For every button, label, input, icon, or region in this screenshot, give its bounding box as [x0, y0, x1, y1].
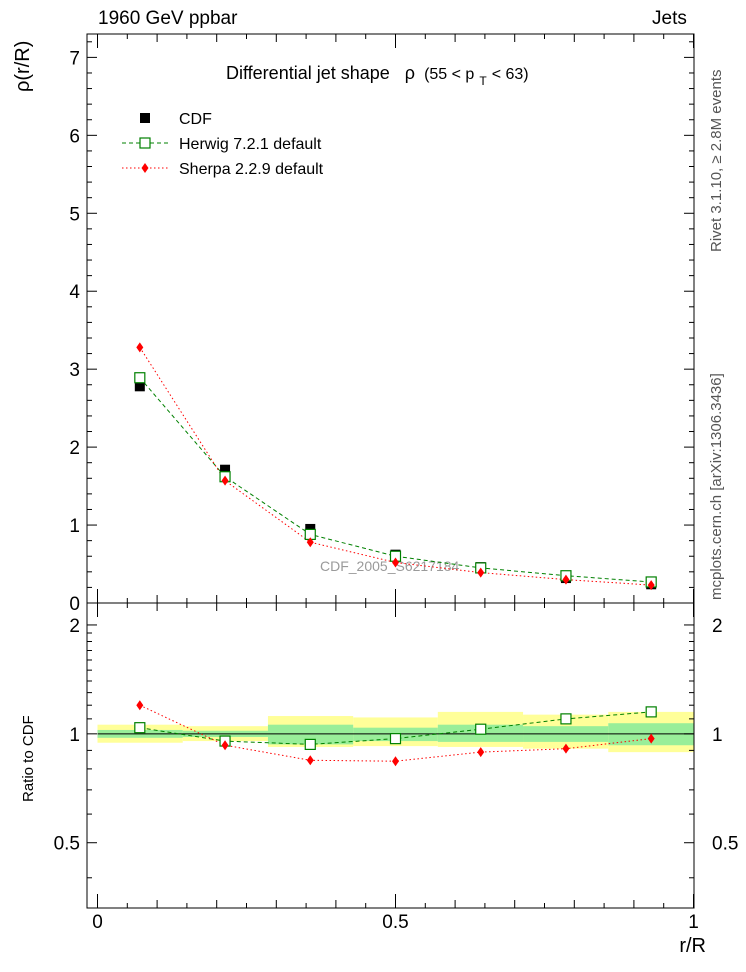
- legend-herwig-marker: [139, 137, 151, 149]
- ratio-y-tick-label-right: 0.5: [712, 834, 738, 855]
- main-y-tick-label: 2: [69, 438, 80, 459]
- ratio-plot-frame: [86, 602, 695, 909]
- main-y-tick-label: 4: [69, 282, 80, 303]
- herwig-ratio-point: [560, 713, 572, 725]
- cdf-point: [134, 381, 145, 392]
- chart-title-subscript: T: [479, 74, 487, 88]
- ratio-y-tick-label: 2: [69, 616, 80, 637]
- main-plot: 0 1 2 3 4 5 6 7: [69, 33, 695, 615]
- herwig-ratio-point: [304, 738, 316, 750]
- ratio-y-tick-label-right: 2: [712, 616, 723, 637]
- x-tick-label: 0.5: [382, 912, 408, 933]
- herwig-ratio-point: [389, 733, 402, 745]
- legend-sherpa-marker: [141, 163, 149, 173]
- sherpa-point: [221, 475, 229, 486]
- sherpa-point: [477, 567, 485, 578]
- legend-label: CDF: [179, 111, 212, 128]
- sherpa-point: [136, 342, 144, 353]
- header-right: Jets: [652, 8, 687, 29]
- legend-label: Sherpa 2.2.9 default: [179, 161, 324, 178]
- x-tick-label: 0: [92, 912, 103, 933]
- x-axis-label: r/R: [679, 935, 706, 957]
- main-y-tick-label: 3: [69, 360, 80, 381]
- watermark: CDF_2005_S6217184: [320, 558, 460, 574]
- sherpa-point: [647, 580, 655, 591]
- x-tick-label: 1: [688, 912, 699, 933]
- header-left: 1960 GeV ppbar: [98, 8, 238, 29]
- herwig-point: [134, 372, 146, 384]
- chart-title-rho: ρ: [405, 63, 415, 83]
- svg-text:Differential jet shape ρ: Differential jet shape ρ (55 < p T < 63): [226, 63, 529, 89]
- ratio-y-tick-label: 1: [69, 725, 80, 746]
- legend-label: Herwig 7.2.1 default: [179, 136, 322, 153]
- chart-title-range: (55 < p: [424, 66, 474, 83]
- ratio-y-tick-label: 0.5: [54, 834, 80, 855]
- cdf-point: [220, 464, 231, 475]
- ratio-inner-band: [267, 724, 354, 745]
- ratio-plot: 0.5 0.5 1 1 2 2 0 0.5 1: [54, 602, 738, 933]
- ratio-y-tick-label-right: 1: [712, 725, 723, 746]
- sherpa-ratio-point: [647, 733, 655, 744]
- legend: CDF Herwig 7.2.1 default Sherpa 2.2.9 defa…: [122, 111, 324, 178]
- herwig-ratio-point: [475, 723, 487, 735]
- main-y-tick-label: 7: [69, 48, 80, 69]
- sherpa-ratio-point: [306, 755, 314, 766]
- sherpa-line: [139, 347, 652, 586]
- sherpa-ratio-point: [392, 756, 399, 767]
- sherpa-point: [306, 537, 314, 548]
- sherpa-ratio-point: [562, 743, 570, 754]
- sherpa-ratio-point: [221, 740, 229, 751]
- herwig-ratio-point: [645, 706, 657, 718]
- main-y-tick-label: 6: [69, 126, 80, 147]
- chart-title-range-end: < 63): [492, 66, 529, 83]
- chart-title: Differential jet shape ρ (55 < p T < 63): [226, 63, 529, 89]
- main-y-tick-label: 0: [69, 594, 80, 615]
- chart-title-text: Differential jet shape: [226, 63, 390, 83]
- legend-cdf-marker: [140, 113, 150, 123]
- main-y-tick-label: 5: [69, 204, 80, 225]
- sherpa-ratio-point: [477, 747, 485, 758]
- sherpa-point: [392, 557, 399, 568]
- sherpa-point: [562, 574, 570, 585]
- sherpa-ratio-point: [136, 700, 144, 711]
- main-y-tick-label: 1: [69, 516, 80, 537]
- herwig-ratio-point: [134, 722, 146, 734]
